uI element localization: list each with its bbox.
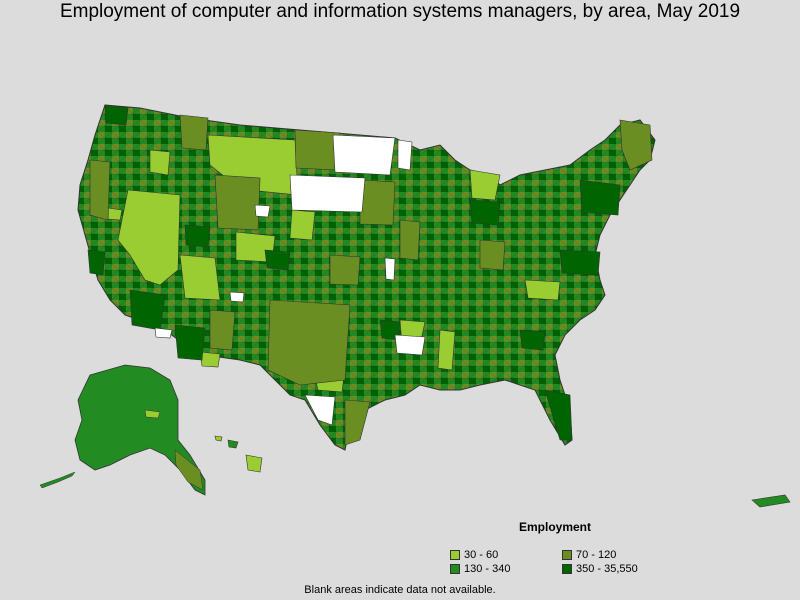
legend-swatch bbox=[450, 564, 460, 574]
hawaii bbox=[214, 435, 263, 473]
legend-swatch bbox=[562, 550, 572, 560]
alaska-region-light bbox=[144, 409, 161, 419]
region-70-120 bbox=[89, 114, 653, 446]
map-legend: Employment 30 - 60 70 - 120 130 - 340 35… bbox=[450, 520, 670, 575]
legend-item-130-340: 130 - 340 bbox=[450, 563, 562, 575]
legend-item-350-plus: 350 - 35,550 bbox=[562, 563, 670, 575]
region-no-data bbox=[154, 134, 426, 426]
alaska-region-olive bbox=[174, 449, 204, 491]
legend-swatch bbox=[450, 550, 460, 560]
legend-item-70-120: 70 - 120 bbox=[562, 549, 670, 561]
footnote: Blank areas indicate data not available. bbox=[304, 584, 496, 596]
legend-item-30-60: 30 - 60 bbox=[450, 549, 562, 561]
map-title: Employment of computer and information s… bbox=[59, 1, 741, 22]
legend-swatch bbox=[562, 564, 572, 574]
puerto-rico bbox=[751, 494, 791, 508]
region-350-plus bbox=[87, 104, 621, 441]
alaska-islands bbox=[39, 471, 76, 489]
legend-title: Employment bbox=[518, 520, 591, 534]
